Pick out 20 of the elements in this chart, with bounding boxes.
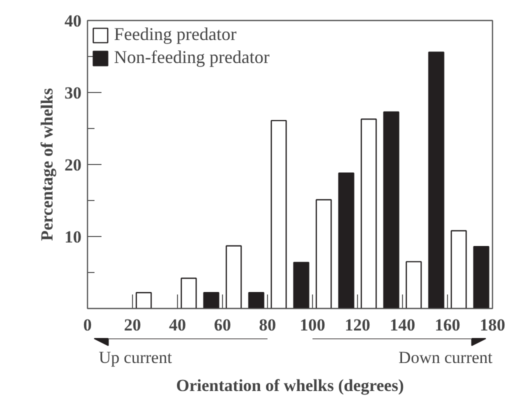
text: Up current xyxy=(98,348,172,367)
x-tick-label: 160 xyxy=(434,316,460,334)
x-tick-label: 120 xyxy=(344,316,370,334)
x-tick-label: 20 xyxy=(124,316,141,334)
y-tick-label: 20 xyxy=(64,156,82,174)
y-tick-label: 10 xyxy=(64,228,82,246)
x-tick-label: 180 xyxy=(480,316,506,334)
x-tick-label: 140 xyxy=(390,316,416,334)
text: Down current xyxy=(398,348,493,367)
x-tick-label: 60 xyxy=(214,316,231,334)
x-tick-label: 0 xyxy=(83,316,92,334)
y-tick-label: 30 xyxy=(64,84,82,102)
legend-label: Non-feeding predator xyxy=(114,47,270,68)
legend-label: Feeding predator xyxy=(114,24,236,45)
x-tick-label: 40 xyxy=(169,316,186,334)
x-axis-title: Orientation of whelks (degrees) xyxy=(176,376,404,395)
y-axis-title: Percentage of whelks xyxy=(38,88,56,241)
x-tick-label: 80 xyxy=(259,316,276,334)
y-tick-label: 40 xyxy=(64,12,82,30)
x-tick-label: 100 xyxy=(300,316,326,334)
